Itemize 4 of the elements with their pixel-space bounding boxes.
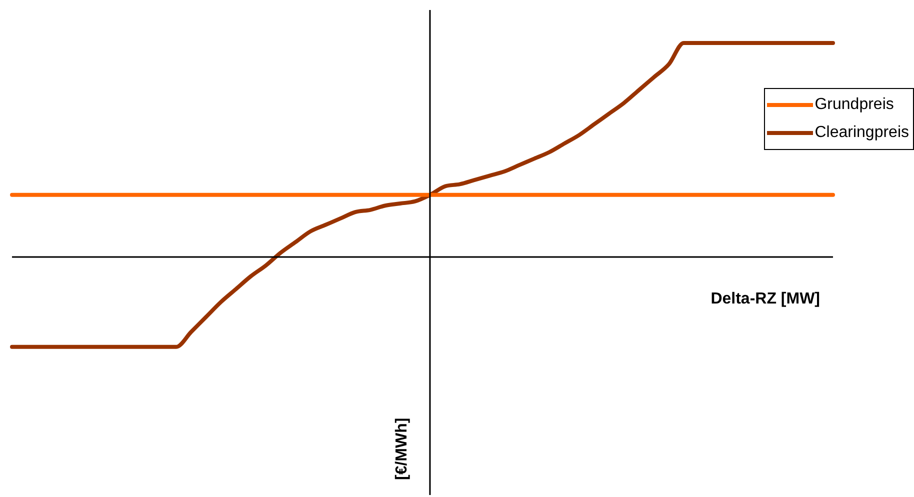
text: [€/MWh] — [393, 418, 410, 480]
legend-label: Clearingpreis — [814, 124, 909, 142]
x-axis-title: Delta-RZ [MW] — [710, 290, 820, 308]
legend-label: Grundpreis — [814, 96, 894, 114]
